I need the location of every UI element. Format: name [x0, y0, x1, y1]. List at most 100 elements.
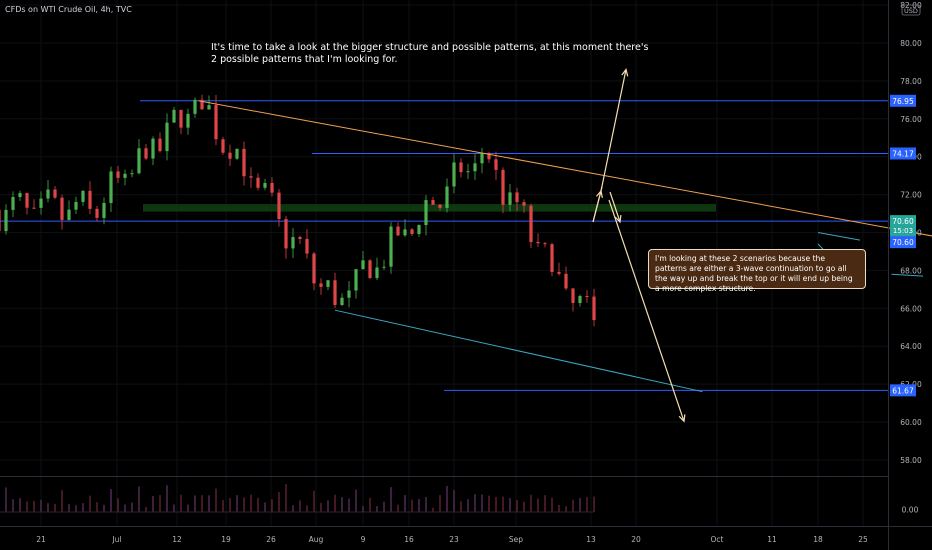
time-tick-label: 20	[631, 535, 641, 544]
candle-body	[186, 113, 190, 128]
currency-label: USD	[904, 7, 918, 15]
time-tick-label: Jul	[111, 535, 121, 544]
grid	[0, 0, 888, 526]
candle-body	[319, 283, 323, 287]
candle-body	[487, 152, 491, 160]
projection-wave-up-small	[592, 190, 602, 223]
candle-body	[396, 226, 400, 236]
candle-body	[158, 138, 162, 152]
price-tick-label: 80.00	[900, 39, 922, 48]
price-tick-label: 72.00	[900, 191, 922, 200]
time-tick-label: Sep	[509, 535, 523, 544]
candle-body	[424, 200, 428, 226]
candle-body	[46, 189, 50, 199]
level-price-tag-label: 74.17	[892, 149, 914, 158]
candle-body	[578, 296, 582, 304]
projection-arrow-up	[600, 69, 627, 192]
time-tick-label: 12	[172, 535, 182, 544]
candle-body	[0, 209, 1, 232]
time-tick-label: 26	[266, 535, 276, 544]
price-tick-label: 78.00	[900, 77, 922, 86]
candle-body	[228, 152, 232, 159]
last-price-tag	[890, 215, 916, 241]
candle-body	[207, 105, 211, 110]
candle-body	[200, 99, 204, 110]
price-tick-label: 60.00	[900, 418, 922, 427]
candle-body	[144, 148, 148, 159]
projection-wave-down-small	[609, 191, 621, 223]
price-tick-label: 82.00	[900, 1, 922, 10]
candle-body	[53, 189, 57, 198]
candle-body	[137, 148, 141, 174]
candle-body	[494, 159, 498, 170]
level-price-tag	[890, 147, 916, 160]
candle-body	[522, 202, 526, 206]
candle-body	[39, 198, 43, 208]
candle-body	[536, 241, 540, 244]
candle-body	[130, 173, 134, 175]
candle-body	[242, 148, 246, 177]
candle-body	[354, 269, 358, 291]
candle-body	[81, 190, 85, 202]
candle-body	[564, 273, 568, 289]
candle-body	[340, 297, 344, 306]
candle-body	[592, 296, 596, 321]
candle-body	[4, 209, 8, 232]
candle-body	[438, 204, 442, 208]
candle-body	[263, 182, 267, 188]
candle-body	[326, 280, 330, 287]
candle-body	[431, 200, 435, 205]
candle-body	[361, 260, 365, 270]
countdown-label: 15:03	[893, 227, 913, 235]
candle-body	[550, 244, 554, 272]
wedge-line	[817, 232, 861, 241]
price-tick-label: 68.00	[900, 266, 922, 275]
annotation-line-2: 2 possible patterns that I'm looking for…	[211, 54, 398, 65]
candle-body	[557, 271, 561, 274]
time-tick-label: 21	[36, 535, 46, 544]
candle-body	[18, 193, 22, 198]
candle-body	[123, 173, 127, 178]
time-tick-label: 18	[813, 535, 823, 544]
time-tick-label: 25	[858, 535, 868, 544]
time-axis[interactable]: 21 Jul 12 19 26 Aug 9 16 23 Sep 13 20 Oct 11 18 25	[36, 535, 868, 544]
candle-body	[529, 205, 533, 242]
candle-body	[214, 105, 218, 140]
annotation-line-1: It's time to take a look at the bigger s…	[211, 42, 648, 53]
time-tick-label: Aug	[309, 535, 324, 544]
candle-body	[585, 296, 589, 298]
candle-body	[88, 190, 92, 209]
wedge-line	[891, 273, 924, 277]
volume-axis-label: 0.00	[902, 506, 919, 515]
candle-body	[109, 171, 113, 203]
price-tick-label: 58.00	[900, 456, 922, 465]
projection-arrow-down	[608, 199, 685, 422]
level-price-tag-label: 61.67	[892, 386, 914, 395]
candle-body	[249, 176, 253, 178]
prev-close-label: 70.60	[892, 238, 914, 247]
candle-body	[382, 266, 386, 268]
candle-body	[501, 169, 505, 205]
candle-body	[480, 152, 484, 164]
candle-body	[305, 238, 309, 254]
price-tick-label: 76.00	[900, 115, 922, 124]
candle-body	[312, 253, 316, 284]
candle-body	[74, 201, 78, 210]
scenario-note-text: I'm looking at these 2 scenarios because…	[655, 254, 853, 293]
scenario-note: I'm looking at these 2 scenarios because…	[648, 249, 866, 293]
candle-body	[270, 182, 274, 193]
candle-body	[95, 208, 99, 218]
time-tick-label: 19	[221, 535, 231, 544]
price-tick-label: 64.00	[900, 342, 922, 351]
descending-trendline	[198, 100, 932, 237]
time-tick-label: 11	[767, 535, 777, 544]
time-tick-label: 13	[586, 535, 596, 544]
projection-arrows	[592, 68, 686, 423]
projection-arrow-up-head	[621, 68, 629, 77]
candle-body	[179, 109, 183, 128]
last-price-label: 70.60	[892, 217, 914, 226]
candle-body	[291, 237, 295, 249]
candlesticks	[0, 94, 596, 327]
